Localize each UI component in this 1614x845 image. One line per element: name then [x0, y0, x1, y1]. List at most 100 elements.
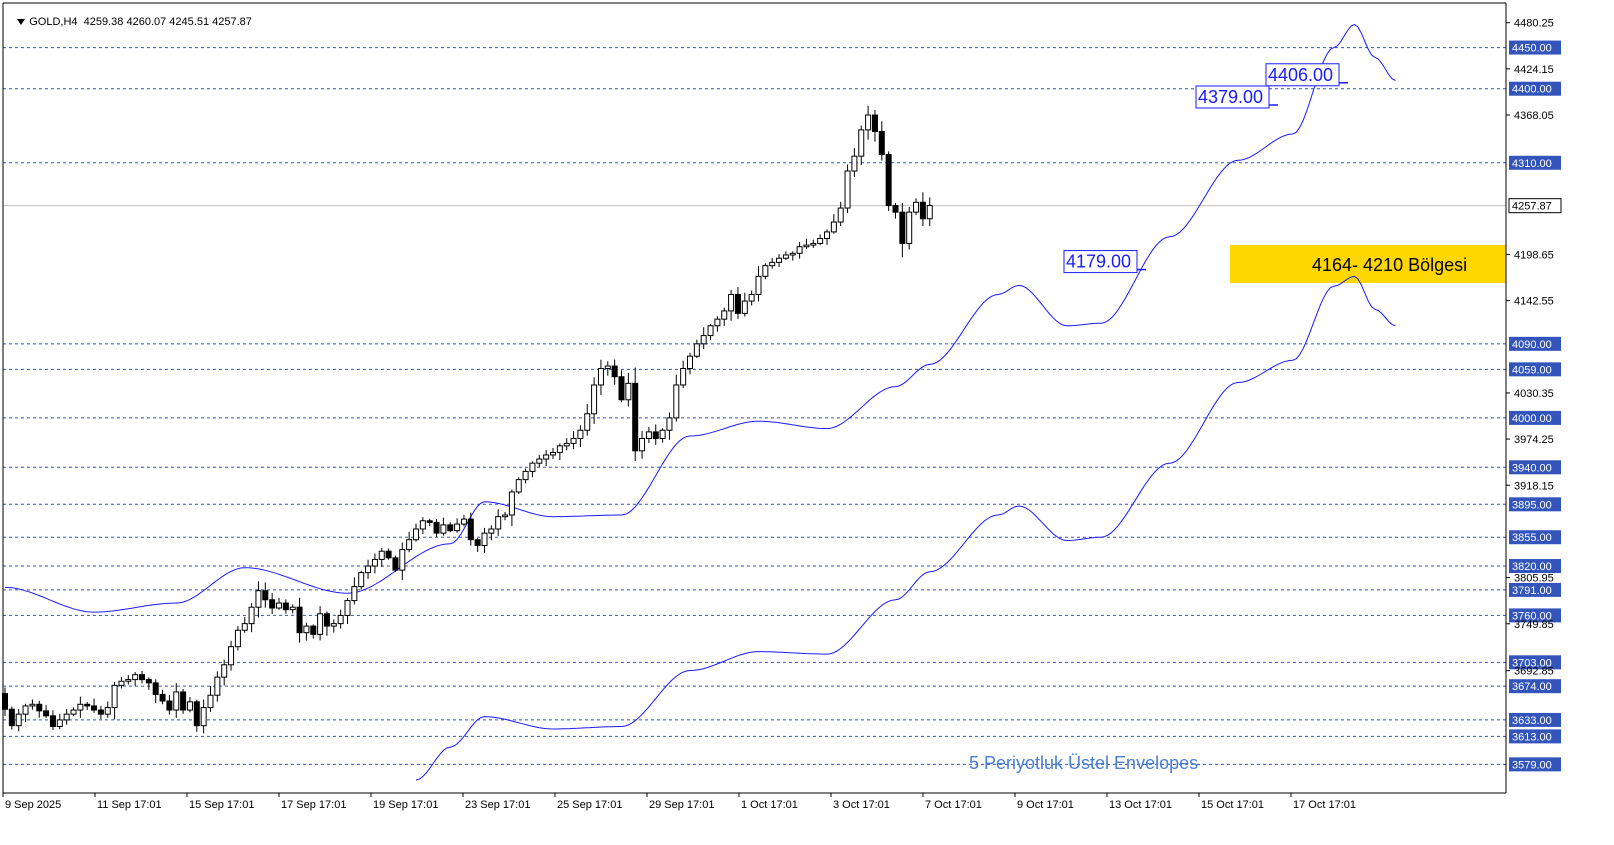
candle-bull — [522, 470, 529, 481]
candle-bear — [84, 703, 91, 707]
level-label: 3613.00 — [1512, 731, 1552, 743]
x-tick-label: 3 Oct 17:01 — [833, 799, 890, 811]
candle-bull — [844, 170, 851, 209]
x-tick-label: 17 Sep 17:01 — [281, 799, 346, 811]
level-label: 3940.00 — [1512, 462, 1552, 474]
indicator-label: 5 Periyotluk Üstel Envelopes — [969, 753, 1198, 773]
level-label-bg — [1509, 410, 1561, 425]
level-label-bg — [1509, 655, 1561, 670]
candle-bull — [741, 300, 748, 314]
price-callout-box — [1063, 250, 1138, 274]
candle-bull — [659, 429, 666, 439]
candle-bear — [166, 700, 173, 711]
candle-bull — [508, 491, 515, 516]
candle-bull — [56, 719, 63, 728]
symbol-label: GOLD,H4 — [29, 16, 78, 28]
candle-bull — [556, 445, 563, 453]
candle-bull — [248, 606, 255, 625]
candle-bull — [529, 462, 536, 472]
candle-bull — [543, 454, 550, 460]
candle-bull — [666, 417, 673, 431]
candle-bull — [597, 368, 604, 386]
price-callout-label: 4379.00 — [1198, 87, 1263, 107]
candle-bull — [803, 244, 810, 248]
candle-bull — [789, 252, 796, 256]
candle-bull — [460, 518, 467, 525]
candle-bull — [358, 572, 365, 588]
x-tick-label: 13 Oct 17:01 — [1109, 799, 1172, 811]
candle-bull — [330, 623, 337, 627]
candle-bear — [145, 679, 152, 684]
level-label-bg — [1509, 757, 1561, 772]
candle-bear — [385, 550, 392, 559]
candle-bull — [563, 442, 570, 447]
candle-bull — [173, 691, 180, 711]
candle-bull — [502, 514, 509, 518]
support-zone — [1230, 245, 1506, 283]
candle-bull — [762, 265, 769, 277]
x-tick-label: 23 Sep 17:01 — [465, 799, 530, 811]
y-tick-label: 3918.15 — [1514, 480, 1554, 492]
candle-bull — [817, 237, 824, 244]
candle-bull — [77, 703, 84, 711]
candle-bull — [186, 701, 193, 711]
candle-bull — [913, 201, 920, 213]
candle-bear — [899, 211, 906, 244]
candle-bull — [317, 613, 324, 635]
level-label: 3855.00 — [1512, 532, 1552, 544]
candle-bear — [474, 539, 481, 546]
y-tick-label: 4030.35 — [1514, 388, 1554, 400]
zone-label: 4164- 4210 Bölgesi — [1312, 255, 1467, 275]
level-label: 3633.00 — [1512, 715, 1552, 727]
x-tick-label: 15 Sep 17:01 — [189, 799, 254, 811]
candle-bull — [824, 231, 830, 239]
level-label-bg — [1509, 362, 1561, 377]
candle-bull — [399, 549, 406, 571]
candle-bull — [351, 586, 358, 602]
level-label: 3791.00 — [1512, 585, 1552, 597]
candle-bull — [700, 335, 707, 345]
x-tick-label: 11 Sep 17:01 — [97, 799, 162, 811]
candle-bull — [680, 368, 687, 386]
candle-bear — [152, 682, 159, 695]
candle-bear — [892, 205, 899, 213]
y-tick-label: 3749.85 — [1514, 619, 1554, 631]
candle-bear — [49, 715, 56, 728]
x-tick-label: 1 Oct 17:01 — [741, 799, 798, 811]
level-label: 3674.00 — [1512, 681, 1552, 693]
candle-bull — [748, 293, 755, 302]
y-tick-label: 4142.55 — [1514, 296, 1554, 308]
dropdown-triangle-icon[interactable] — [17, 19, 26, 26]
candle-bull — [29, 703, 36, 707]
candle-bull — [858, 129, 865, 157]
candle-bull — [104, 707, 111, 715]
candle-bull — [22, 705, 29, 715]
candle-bull — [481, 532, 488, 546]
candle-bull — [577, 429, 584, 439]
candle-bull — [15, 713, 22, 727]
candle-bear — [91, 705, 98, 711]
candle-bull — [419, 520, 426, 530]
x-tick-label: 17 Oct 17:01 — [1293, 799, 1356, 811]
candle-bull — [639, 437, 646, 452]
level-label: 4090.00 — [1512, 339, 1552, 351]
candle-bull — [241, 623, 248, 631]
candle-bear — [392, 557, 399, 571]
price-callout-label: 4179.00 — [1066, 252, 1131, 272]
candle-bear — [193, 701, 200, 727]
candle-bear — [885, 154, 892, 207]
candle-bull — [207, 694, 214, 709]
candle-bull — [810, 242, 817, 246]
candle-bull — [337, 614, 344, 625]
x-tick-label: 15 Oct 17:01 — [1201, 799, 1264, 811]
current-price-label-bg — [1508, 198, 1562, 214]
candle-bear — [97, 709, 104, 715]
y-tick-label: 4424.15 — [1514, 64, 1554, 76]
level-label: 4400.00 — [1512, 84, 1552, 96]
candle-bear — [262, 590, 269, 601]
candle-bull — [228, 646, 235, 666]
level-label: 3895.00 — [1512, 499, 1552, 511]
